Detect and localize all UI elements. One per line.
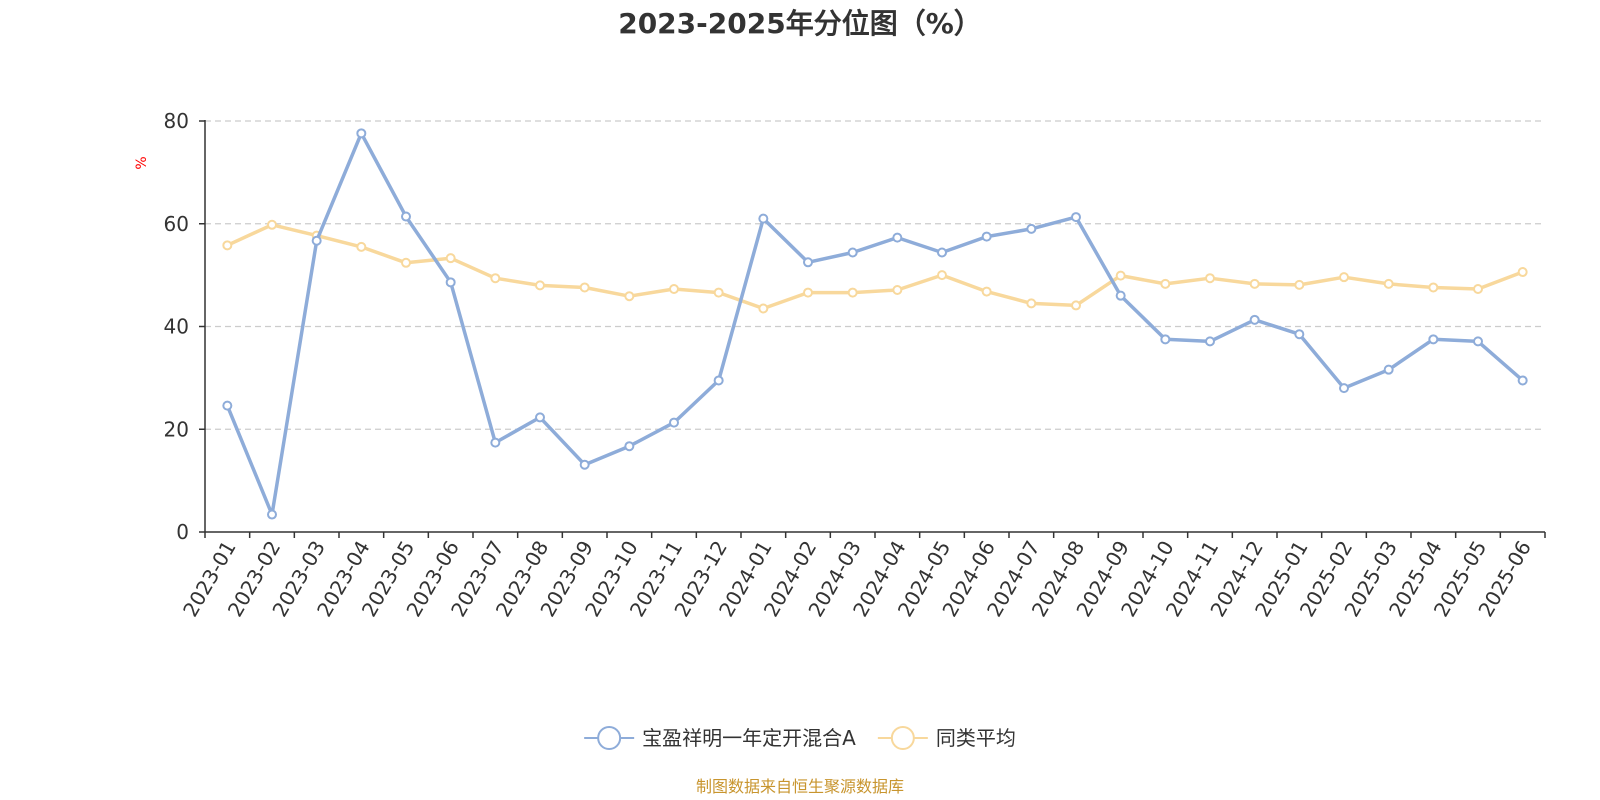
data-point (535, 280, 545, 291)
axes: 0204060802023-012023-022023-032023-04202… (164, 109, 1546, 621)
data-point (669, 417, 679, 428)
y-tick-label: 0 (176, 520, 189, 544)
data-point (267, 509, 277, 520)
series-line (225, 131, 1524, 517)
data-point (1517, 375, 1528, 386)
data-point (311, 235, 322, 246)
data-point (1160, 278, 1171, 289)
data-point (1517, 267, 1528, 278)
data-point (892, 232, 903, 243)
data-point (1473, 283, 1483, 294)
data-point (1383, 364, 1394, 375)
y-tick-label: 40 (164, 315, 189, 339)
data-point (624, 291, 635, 302)
data-point (267, 219, 277, 230)
data-point (1428, 334, 1439, 345)
data-point (803, 257, 813, 268)
series-0 (222, 128, 1528, 520)
data-point (222, 240, 233, 251)
data-point (1339, 383, 1349, 394)
data-point (445, 253, 456, 264)
legend-label: 同类平均 (936, 726, 1016, 750)
data-point (937, 270, 947, 281)
data-point (1473, 336, 1483, 347)
data-point (579, 282, 590, 293)
legend[interactable]: 宝盈祥明一年定开混合A 同类平均 (584, 726, 1016, 750)
data-point (1428, 282, 1439, 293)
data-point (401, 257, 411, 268)
legend-item[interactable]: 宝盈祥明一年定开混合A (584, 726, 856, 750)
data-point (445, 277, 456, 288)
legend-label: 宝盈祥明一年定开混合A (642, 726, 856, 750)
data-point (847, 287, 858, 298)
data-point (1205, 336, 1215, 347)
data-point (356, 241, 367, 252)
data-point (1294, 329, 1305, 340)
y-tick-label: 20 (164, 417, 189, 441)
legend-item[interactable]: 同类平均 (877, 726, 1016, 750)
data-point (981, 231, 992, 242)
data-point (1071, 300, 1081, 311)
data-point (803, 287, 813, 298)
data-point (624, 441, 635, 452)
data-point (1026, 223, 1037, 234)
series-layer (222, 128, 1528, 520)
series-1 (222, 219, 1528, 314)
data-point (1249, 314, 1260, 325)
data-point (222, 400, 233, 411)
data-point (892, 285, 903, 296)
data-source-note: 制图数据来自恒生聚源数据库 (696, 777, 904, 796)
data-point (1294, 279, 1305, 290)
series-line (226, 223, 1524, 311)
data-point (401, 211, 411, 222)
data-point (1205, 273, 1215, 284)
data-point (758, 303, 769, 314)
data-point (847, 247, 858, 258)
data-point (713, 375, 724, 386)
data-point (1160, 334, 1171, 345)
data-point (1026, 298, 1037, 309)
data-point (1071, 212, 1081, 223)
y-tick-label: 80 (164, 109, 189, 133)
data-point (356, 128, 367, 139)
grid-lines (205, 120, 1545, 430)
data-point (981, 286, 992, 297)
data-point (490, 437, 501, 448)
data-point (1115, 270, 1126, 281)
data-point (669, 283, 679, 294)
data-point (758, 213, 769, 224)
data-point (535, 412, 545, 423)
y-axis-unit-label: % (134, 156, 150, 169)
data-point (1339, 272, 1349, 283)
legend-marker (597, 726, 622, 750)
data-point (1383, 278, 1394, 289)
chart-title: 2023-2025年分位图（%） (618, 7, 982, 40)
data-point (937, 247, 947, 258)
data-point (1115, 290, 1126, 301)
data-point (579, 459, 590, 470)
data-point (713, 287, 724, 298)
y-tick-label: 60 (164, 212, 189, 236)
legend-marker (890, 726, 915, 750)
data-point (490, 273, 501, 284)
data-point (1249, 278, 1260, 289)
